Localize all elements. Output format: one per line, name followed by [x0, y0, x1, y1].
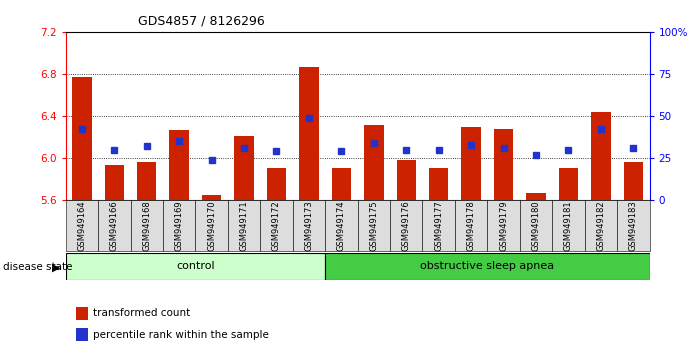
Bar [422, 200, 455, 251]
Text: GSM949168: GSM949168 [142, 200, 151, 251]
Bar [267, 169, 286, 200]
Bar [98, 200, 131, 251]
Bar [169, 130, 189, 200]
Bar [332, 169, 351, 200]
Bar [325, 200, 358, 251]
Bar [520, 200, 552, 251]
Text: disease state: disease state [3, 262, 73, 272]
Bar [617, 200, 650, 251]
Text: GSM949174: GSM949174 [337, 200, 346, 251]
Bar [585, 200, 617, 251]
Text: GSM949172: GSM949172 [272, 200, 281, 251]
Text: transformed count: transformed count [93, 308, 191, 318]
Text: GSM949177: GSM949177 [434, 200, 443, 251]
Text: GSM949183: GSM949183 [629, 200, 638, 251]
Bar [390, 200, 422, 251]
Text: percentile rank within the sample: percentile rank within the sample [93, 330, 269, 339]
Text: GSM949166: GSM949166 [110, 200, 119, 251]
Bar [293, 200, 325, 251]
Bar [591, 112, 611, 200]
Bar [552, 200, 585, 251]
Bar [163, 200, 196, 251]
Bar [325, 253, 650, 280]
Text: GSM949169: GSM949169 [175, 200, 184, 251]
Text: GDS4857 / 8126296: GDS4857 / 8126296 [138, 14, 265, 27]
Bar [66, 253, 325, 280]
Text: GSM949173: GSM949173 [305, 200, 314, 251]
Bar [364, 125, 384, 200]
Text: control: control [176, 261, 215, 272]
Bar [104, 165, 124, 200]
Text: GSM949171: GSM949171 [240, 200, 249, 251]
Bar [228, 200, 261, 251]
Bar [462, 127, 481, 200]
Text: GSM949180: GSM949180 [531, 200, 540, 251]
Bar [299, 67, 319, 200]
Text: GSM949170: GSM949170 [207, 200, 216, 251]
Bar [559, 169, 578, 200]
Bar [429, 169, 448, 200]
Bar [234, 136, 254, 200]
Bar [137, 162, 156, 200]
Bar [623, 162, 643, 200]
Text: obstructive sleep apnea: obstructive sleep apnea [420, 261, 554, 272]
Bar [72, 77, 92, 200]
Bar [66, 200, 98, 251]
Text: GSM949176: GSM949176 [401, 200, 410, 251]
Text: GSM949164: GSM949164 [77, 200, 86, 251]
Bar [131, 200, 163, 251]
Bar [397, 160, 416, 200]
Bar [358, 200, 390, 251]
Bar [196, 200, 228, 251]
Bar [527, 193, 546, 200]
Bar [202, 195, 221, 200]
Text: ▶: ▶ [53, 262, 61, 272]
Bar [455, 200, 487, 251]
Bar [261, 200, 293, 251]
Text: GSM949179: GSM949179 [499, 200, 508, 251]
Bar [494, 129, 513, 200]
Text: GSM949178: GSM949178 [466, 200, 475, 251]
Text: GSM949182: GSM949182 [596, 200, 605, 251]
Bar [487, 200, 520, 251]
Text: GSM949181: GSM949181 [564, 200, 573, 251]
Text: GSM949175: GSM949175 [369, 200, 378, 251]
